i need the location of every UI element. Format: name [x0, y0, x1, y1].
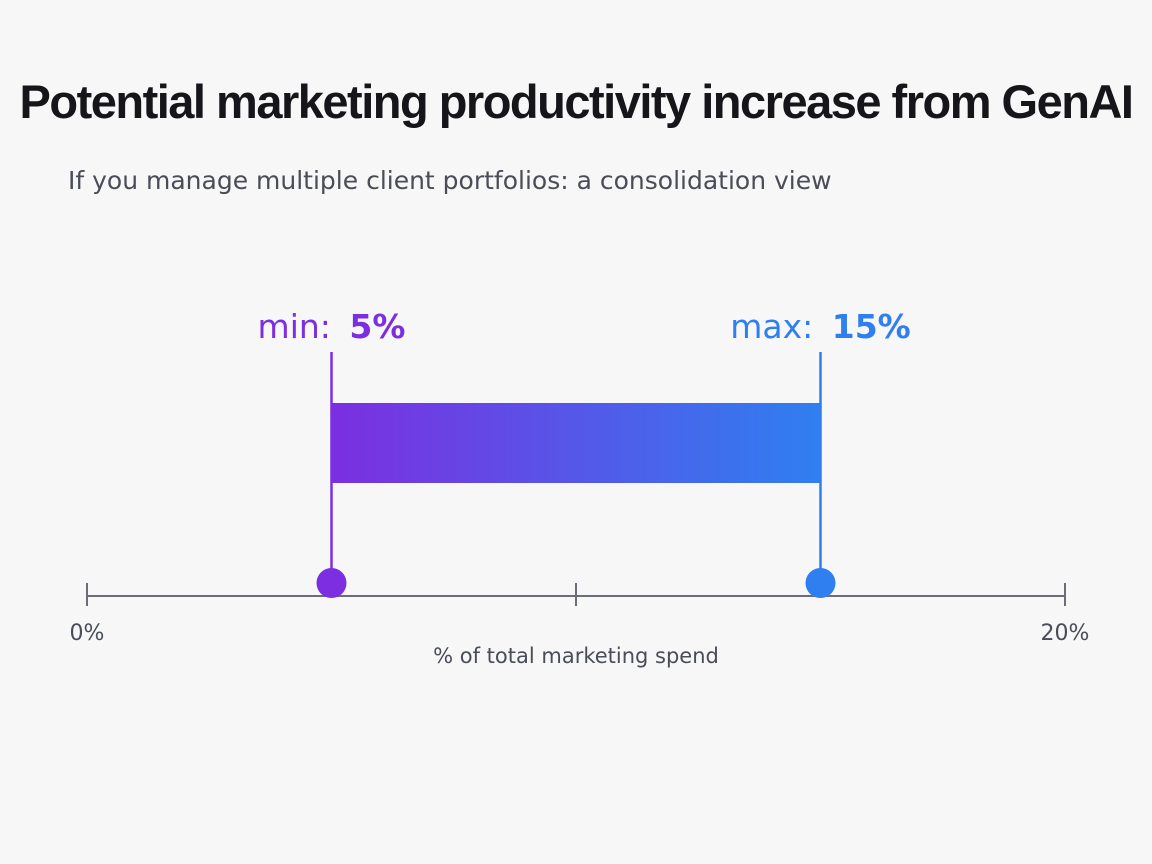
- chart-subtitle: If you manage multiple client portfolios…: [68, 166, 832, 195]
- x-axis-title: % of total marketing spend: [433, 644, 719, 668]
- tick-label-end: 20%: [1041, 621, 1090, 646]
- max-value-label: 15%: [832, 307, 911, 346]
- min-marker-dot: [316, 568, 347, 598]
- min-value-label: 5%: [349, 307, 405, 346]
- max-marker-dot: [805, 568, 836, 598]
- range-bar: [331, 403, 821, 483]
- min-label: min: 5%: [258, 307, 406, 346]
- max-label-prefix: max:: [730, 307, 813, 346]
- min-label-prefix: min:: [258, 307, 331, 346]
- max-label: max: 15%: [730, 307, 911, 346]
- axis-ticks: [86, 583, 1066, 606]
- tick-label-start: 0%: [70, 621, 105, 646]
- chart-title: Potential marketing productivity increas…: [19, 75, 1134, 128]
